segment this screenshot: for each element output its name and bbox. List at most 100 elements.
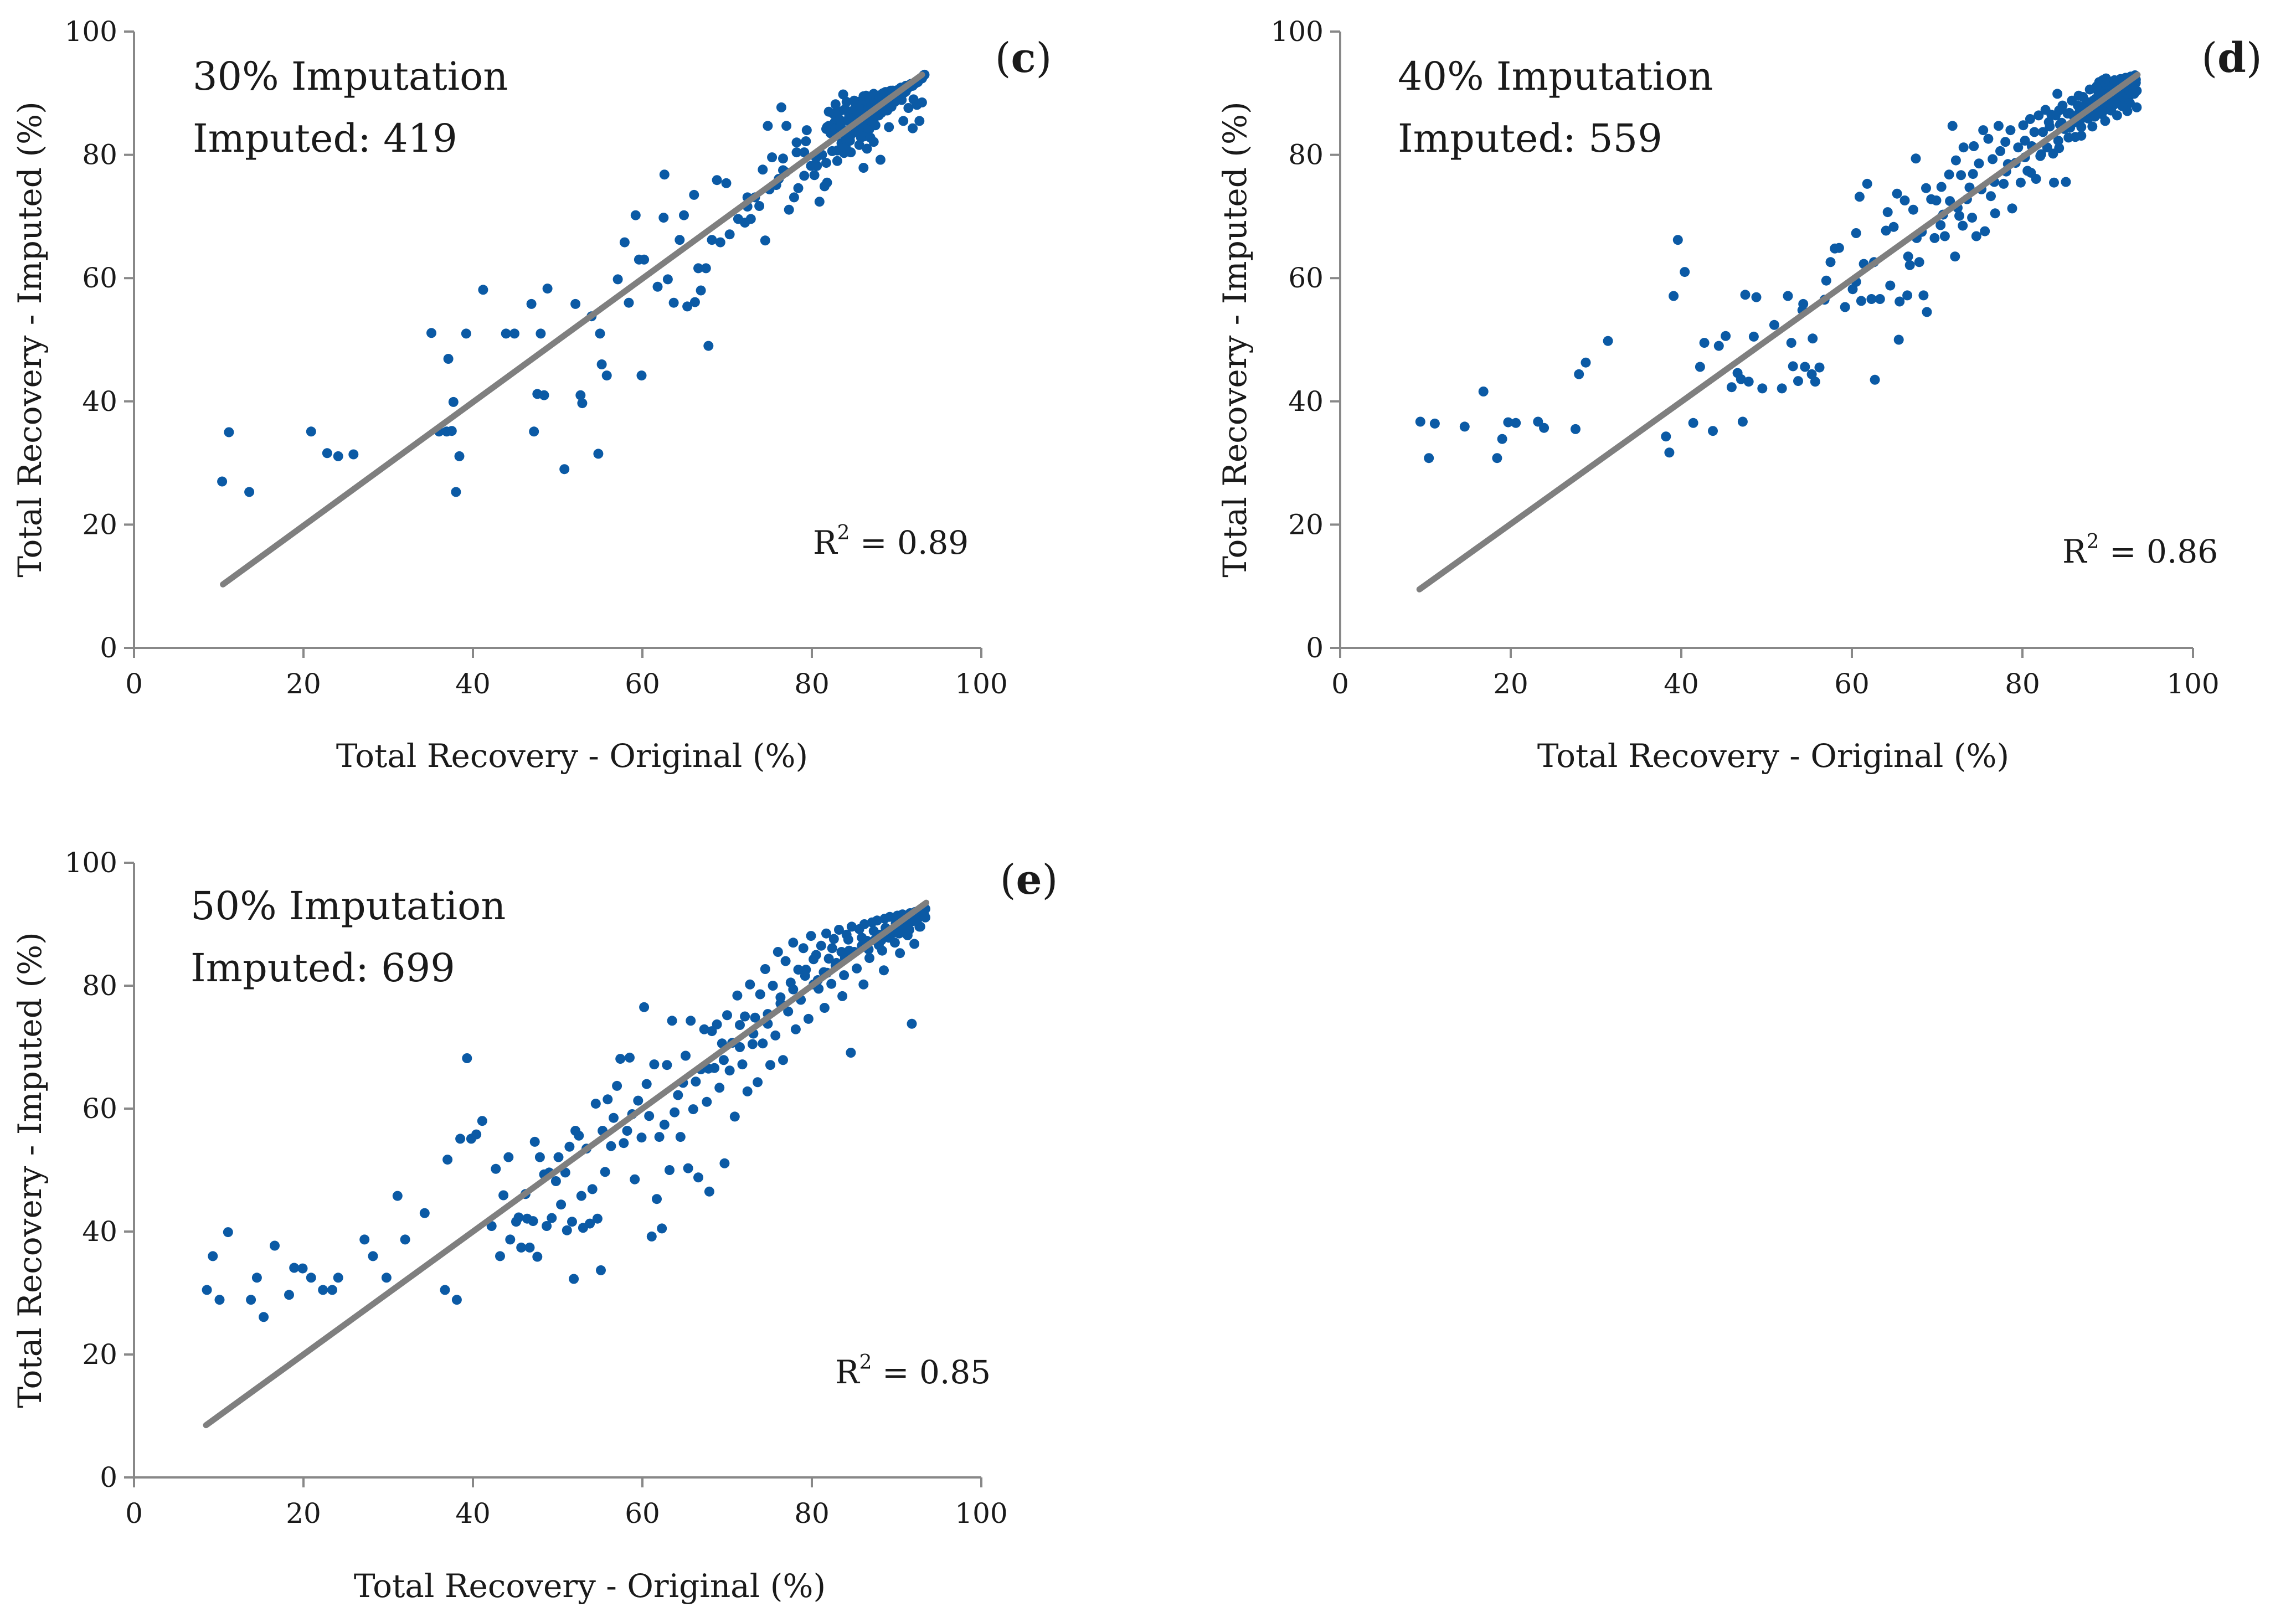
data-point [1825, 257, 1836, 267]
data-point [1726, 382, 1737, 393]
data-point [202, 1285, 212, 1295]
panel-label: (c) [995, 34, 1052, 82]
data-point [612, 1080, 622, 1091]
data-point [662, 274, 673, 285]
data-point [659, 169, 670, 180]
x-tick-label: 40 [455, 1497, 491, 1529]
panel-paren-open: ( [995, 34, 1011, 82]
data-point [2038, 127, 2048, 137]
data-point [722, 1010, 732, 1021]
data-point [839, 970, 850, 981]
data-point [799, 147, 810, 158]
data-point [1921, 183, 1931, 193]
data-point [1911, 153, 1921, 164]
data-point [812, 161, 822, 171]
data-point [333, 451, 343, 461]
data-point [559, 464, 570, 475]
y-tick-label: 80 [82, 970, 117, 1002]
panel-letter: d [2217, 34, 2246, 82]
x-tick-label: 100 [2166, 668, 2219, 700]
data-point [699, 1024, 709, 1034]
data-point [1743, 377, 1754, 387]
data-point [461, 328, 471, 339]
data-point [509, 328, 519, 339]
data-point [1669, 291, 1679, 301]
data-point [760, 235, 770, 246]
data-point [758, 1038, 768, 1049]
data-point [443, 354, 454, 364]
data-point [2087, 121, 2098, 132]
data-point [289, 1263, 300, 1273]
data-point [633, 1095, 644, 1106]
x-tick-label: 80 [2005, 668, 2040, 700]
data-point [625, 1052, 635, 1063]
data-point [897, 95, 907, 105]
data-point [624, 297, 634, 308]
data-point [1922, 307, 1932, 317]
data-point [858, 979, 869, 990]
data-point [755, 989, 765, 1000]
data-point [639, 1002, 650, 1012]
data-point [471, 1129, 482, 1140]
data-point [596, 1265, 606, 1275]
data-point [712, 175, 722, 186]
data-point [577, 398, 588, 409]
data-point [1492, 453, 1502, 463]
data-point [742, 1086, 753, 1096]
data-point [1574, 369, 1584, 379]
data-point [1424, 453, 1434, 463]
data-point [821, 158, 831, 168]
data-point [542, 284, 553, 294]
data-point [686, 1016, 696, 1026]
data-point [348, 449, 359, 460]
data-point [562, 1225, 572, 1235]
data-point [1899, 195, 1910, 205]
data-point [1888, 222, 1899, 232]
data-point [826, 978, 837, 989]
y-tick-label: 20 [82, 1338, 117, 1371]
r-squared-superscript: 2 [837, 522, 850, 544]
data-point [879, 965, 889, 976]
data-point [778, 1055, 788, 1065]
data-point [907, 1018, 917, 1029]
data-point [574, 1130, 584, 1141]
data-point [306, 426, 316, 437]
data-point [735, 1042, 745, 1052]
data-point [809, 170, 820, 181]
r-squared-value: = 0.89 [850, 524, 969, 562]
data-point [2100, 116, 2110, 126]
data-point [793, 183, 804, 193]
data-point [862, 143, 872, 154]
data-point [333, 1273, 343, 1283]
data-point [750, 1012, 760, 1023]
data-point [652, 281, 663, 292]
data-point [806, 931, 816, 941]
data-point [1688, 418, 1698, 428]
panel-paren-close: ) [1042, 856, 1058, 904]
data-point [837, 991, 848, 1001]
data-point [770, 1030, 781, 1041]
panel-letter: e [1016, 856, 1042, 904]
data-point [1978, 125, 1989, 136]
data-point [780, 956, 791, 966]
data-point [1840, 302, 1850, 312]
data-point [1699, 338, 1710, 348]
x-tick-label: 20 [1493, 668, 1528, 700]
data-point [368, 1251, 378, 1261]
data-point [1968, 169, 1978, 179]
data-point [1892, 188, 1902, 199]
data-point [799, 171, 810, 181]
data-point [1851, 228, 1861, 238]
data-point [636, 370, 647, 381]
data-point [244, 487, 255, 497]
data-point [392, 1191, 403, 1201]
y-axis-title: Total Recovery - Imputed (%) [1216, 101, 1254, 577]
x-tick-label: 60 [1834, 668, 1870, 700]
data-point [596, 359, 607, 369]
data-point [675, 235, 685, 245]
data-point [1885, 280, 1896, 291]
chart-panel-c: 0 20 40 60 80 100 0 20 40 60 80 100 Total Recovery -… [11, 16, 1052, 775]
data-point [822, 177, 832, 188]
data-point [870, 120, 881, 131]
data-point [670, 1107, 680, 1117]
